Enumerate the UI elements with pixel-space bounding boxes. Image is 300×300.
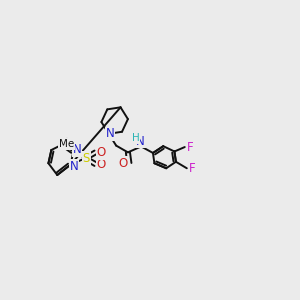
Text: O: O [97, 146, 106, 159]
Text: O: O [119, 157, 128, 170]
Text: Me: Me [59, 139, 74, 149]
Text: H: H [132, 133, 140, 143]
Text: N: N [70, 160, 78, 173]
Text: F: F [189, 162, 195, 175]
Text: S: S [83, 152, 90, 165]
Text: N: N [73, 143, 81, 157]
Text: N: N [136, 135, 145, 148]
Text: N: N [106, 127, 115, 140]
Text: O: O [97, 158, 106, 171]
Text: F: F [187, 141, 194, 154]
